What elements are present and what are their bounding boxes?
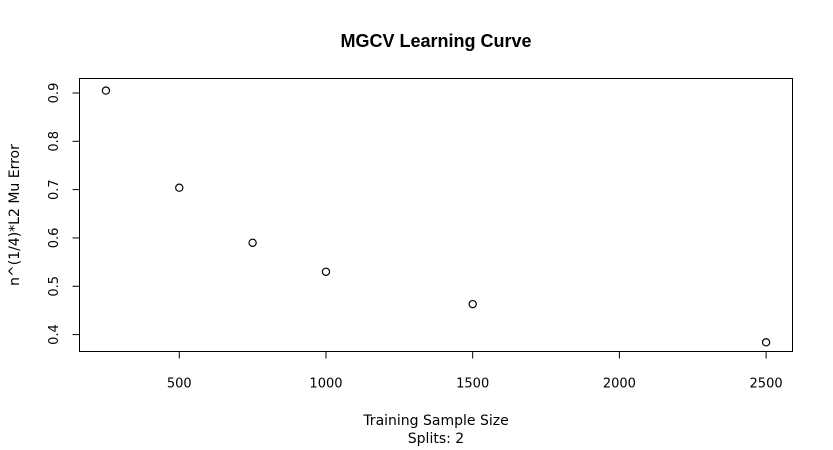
data-point bbox=[468, 299, 477, 309]
data-point bbox=[321, 267, 331, 276]
data-point bbox=[248, 238, 257, 247]
y-axis-label: n^(1/4)*L2 Mu Error bbox=[7, 144, 23, 286]
plot-area bbox=[79, 78, 793, 352]
y-tick-label: 0.6 bbox=[47, 228, 62, 249]
data-point bbox=[761, 338, 771, 347]
x-tick-label: 1000 bbox=[309, 377, 342, 392]
x-tick-label: 1500 bbox=[456, 377, 489, 392]
x-tick-label: 2000 bbox=[603, 377, 636, 392]
y-axis: 0.4 0.5 0.6 0.7 0.8 0.9 bbox=[47, 83, 80, 345]
x-axis-label: Training Sample Size bbox=[362, 413, 508, 429]
x-tick-label: 500 bbox=[167, 377, 192, 392]
y-tick-label: 0.9 bbox=[47, 83, 62, 104]
y-tick-label: 0.7 bbox=[47, 179, 62, 200]
data-points bbox=[101, 86, 771, 347]
y-tick-label: 0.8 bbox=[47, 131, 62, 152]
x-axis: 500 1000 1500 2000 2500 bbox=[167, 351, 783, 392]
y-tick-label: 0.4 bbox=[47, 324, 62, 345]
data-point bbox=[175, 183, 184, 192]
x-tick-label: 2500 bbox=[750, 377, 783, 392]
data-point bbox=[101, 86, 111, 95]
chart-title: MGCV Learning Curve bbox=[340, 31, 531, 51]
chart-subtitle: Splits: 2 bbox=[408, 431, 464, 447]
y-tick-label: 0.5 bbox=[47, 276, 62, 297]
